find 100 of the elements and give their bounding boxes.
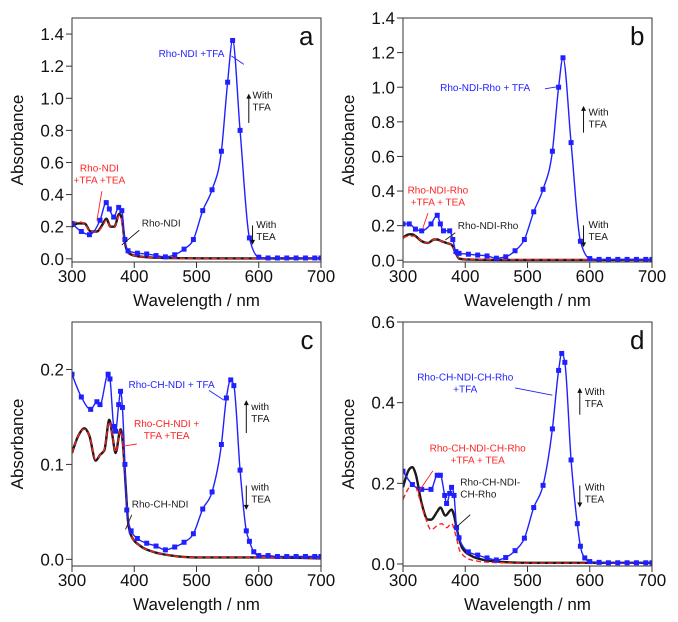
- point: [475, 252, 480, 258]
- series-label: Rho-CH-NDI + TFA +TEA: [134, 418, 200, 442]
- annotation: with TFA: [250, 402, 270, 425]
- point: [312, 255, 318, 260]
- x-tick-label: 600: [244, 267, 273, 286]
- point: [560, 55, 566, 60]
- x-tick-label: 700: [638, 571, 666, 590]
- y-tick-label: 0.2: [371, 474, 395, 494]
- point: [200, 208, 206, 214]
- point: [98, 402, 103, 408]
- point: [78, 394, 84, 400]
- point: [154, 544, 159, 549]
- text: Rho-NDI +TFA +TEA: [74, 164, 126, 187]
- point: [466, 252, 471, 257]
- x-tick-label: 500: [513, 571, 542, 590]
- point: [428, 486, 434, 492]
- y-tick-label: 0.4: [371, 394, 395, 413]
- annotation: with TEA: [250, 482, 272, 506]
- point: [190, 237, 196, 242]
- x-tick-label: 300: [58, 571, 86, 590]
- point: [454, 525, 460, 530]
- point: [210, 489, 215, 494]
- point: [412, 226, 418, 232]
- point: [578, 238, 583, 244]
- point: [190, 531, 196, 536]
- y-tick-label: 1.4: [371, 9, 395, 28]
- point: [582, 555, 588, 560]
- point: [238, 128, 243, 133]
- x-tick-label: 600: [244, 571, 273, 590]
- point: [144, 251, 150, 256]
- point: [643, 560, 648, 566]
- y-axis-title: Absorbance: [8, 94, 27, 186]
- series-label: Rho-NDI-Rho: [458, 221, 519, 232]
- point: [284, 554, 290, 560]
- y-tick-label: 1.2: [371, 44, 395, 63]
- annotation: With TFA: [584, 387, 605, 410]
- annotation: With TEA: [588, 220, 609, 243]
- point: [419, 228, 424, 234]
- point: [550, 426, 555, 432]
- point: [182, 540, 187, 545]
- y-tick-label: 0.6: [371, 313, 395, 332]
- legend-label: Rho-NDI-Rho + TFA: [440, 83, 531, 94]
- point: [503, 555, 508, 560]
- y-tick-label: 0.6: [40, 154, 64, 173]
- point: [162, 547, 168, 552]
- series-label: Rho-CH-NDI + TFA: [128, 380, 216, 391]
- point: [274, 554, 280, 560]
- x-tick-label: 400: [451, 267, 480, 286]
- x-tick-label: 600: [576, 267, 604, 286]
- chart-title: d: [630, 324, 645, 355]
- point: [494, 557, 499, 562]
- point: [512, 248, 518, 254]
- point: [449, 484, 454, 490]
- point: [294, 554, 299, 560]
- point: [119, 208, 124, 214]
- point: [182, 246, 187, 252]
- point: [606, 560, 611, 566]
- point: [556, 368, 562, 373]
- point: [428, 221, 434, 226]
- x-tick-label: 500: [182, 267, 211, 286]
- point: [434, 212, 440, 218]
- point: [410, 482, 415, 488]
- point: [266, 553, 271, 558]
- point: [531, 505, 536, 510]
- point: [244, 528, 249, 534]
- point: [128, 528, 134, 534]
- y-tick-label: 1.4: [40, 25, 64, 44]
- point: [615, 560, 620, 566]
- point: [88, 406, 94, 412]
- point: [302, 554, 308, 560]
- point: [224, 395, 229, 400]
- point: [634, 560, 639, 566]
- point: [107, 376, 112, 382]
- point: [231, 383, 236, 388]
- point: [284, 255, 290, 260]
- x-tick-label: 500: [182, 571, 211, 590]
- point: [124, 507, 130, 512]
- x-tick-label: 600: [576, 571, 604, 590]
- point: [144, 540, 150, 546]
- point: [568, 140, 574, 146]
- point: [578, 544, 583, 549]
- point: [587, 559, 592, 564]
- point: [98, 218, 103, 223]
- point: [104, 200, 109, 206]
- point: [228, 377, 234, 382]
- point: [624, 560, 630, 566]
- series-label: Rho-CH-NDI-CH-Rho: [460, 477, 520, 500]
- point: [456, 250, 462, 256]
- legend-label: Rho-NDI +TFA: [158, 49, 225, 60]
- point: [447, 490, 452, 496]
- point: [126, 248, 131, 254]
- point: [522, 536, 527, 541]
- chart-title: b: [630, 20, 645, 51]
- x-tick-label: 500: [513, 267, 542, 286]
- y-tick-label: 0.4: [40, 186, 64, 205]
- x-tick-label: 400: [451, 571, 480, 590]
- point: [624, 256, 630, 262]
- x-tick-label: 700: [306, 267, 336, 286]
- point: [154, 253, 159, 258]
- point: [111, 214, 116, 220]
